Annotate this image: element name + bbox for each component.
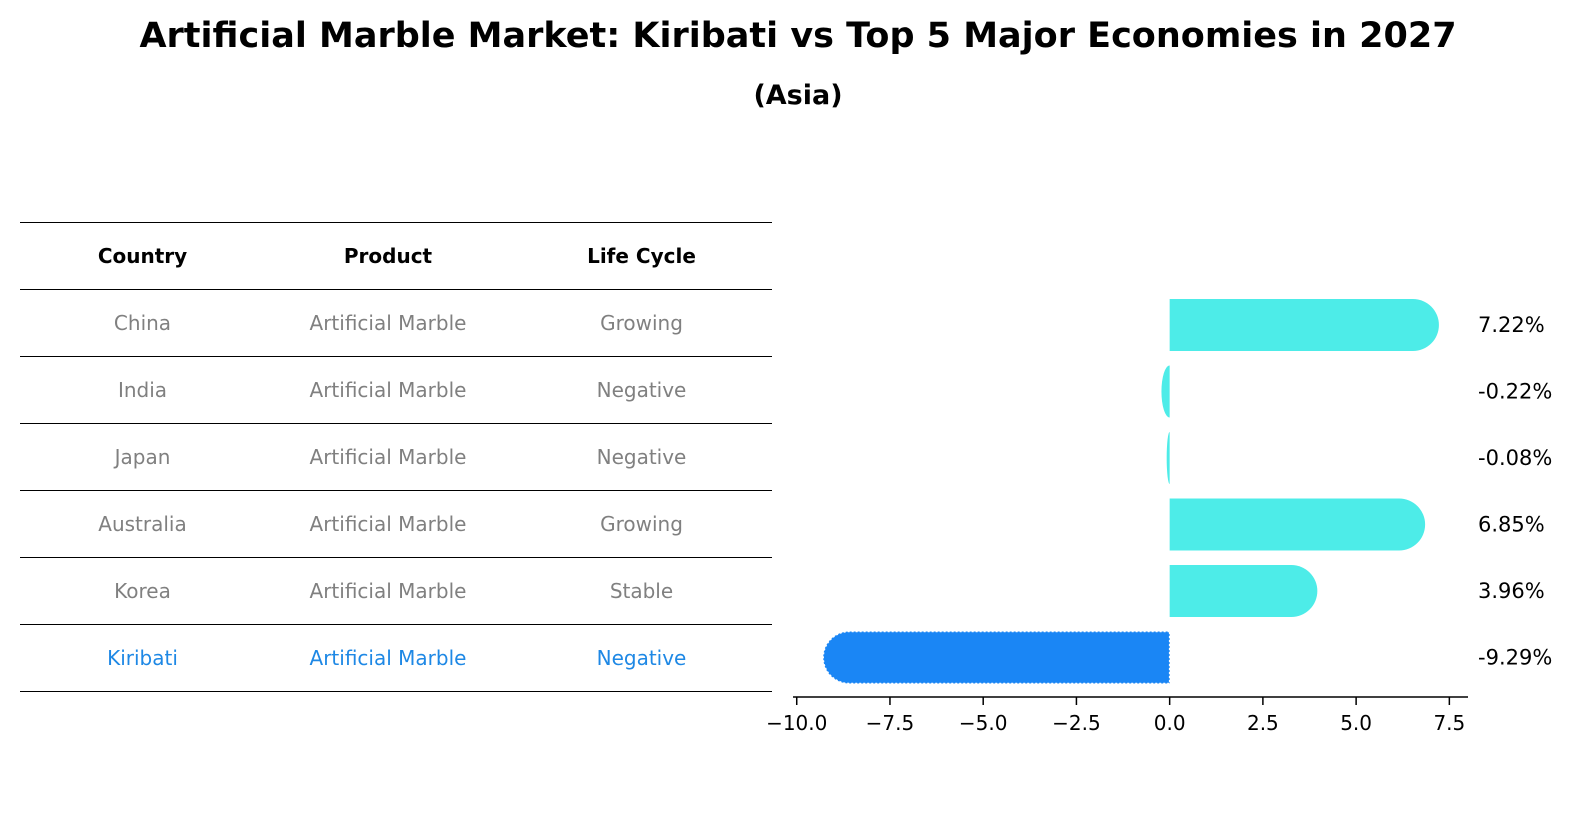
cell-country: Korea	[20, 557, 265, 625]
value-label: -0.08%	[1478, 446, 1552, 470]
x-tick-label: −7.5	[866, 711, 915, 735]
cell-country: India	[20, 356, 265, 424]
table-row-highlighted: Kiribati Artificial Marble Negative	[20, 624, 772, 692]
cell-country: Japan	[20, 423, 265, 491]
x-tick-label: −5.0	[959, 711, 1008, 735]
cell-life-cycle: Negative	[511, 423, 772, 491]
bar-japan	[1166, 432, 1170, 484]
value-label: 7.22%	[1478, 313, 1545, 337]
header-country: Country	[20, 222, 265, 290]
cell-product: Artificial Marble	[265, 423, 511, 491]
cell-country: Australia	[20, 490, 265, 558]
cell-life-cycle: Stable	[511, 557, 772, 625]
bar-korea	[1169, 565, 1318, 617]
data-table: Country Product Life Cycle China Artific…	[20, 222, 772, 692]
cell-country: China	[20, 289, 265, 357]
x-tick-label: 0.0	[1154, 711, 1186, 735]
cell-country: Kiribati	[20, 624, 265, 692]
chart-title: Artificial Marble Market: Kiribati vs To…	[139, 16, 1457, 56]
bar-australia	[1169, 498, 1426, 551]
bar-china	[1169, 299, 1439, 351]
cell-life-cycle: Negative	[511, 624, 772, 692]
cell-product: Artificial Marble	[265, 557, 511, 625]
chart-subtitle: (Asia)	[753, 80, 843, 111]
table-row: Australia Artificial Marble Growing	[20, 490, 772, 558]
bar-kiribati	[822, 630, 1171, 685]
table-header-row: Country Product Life Cycle	[20, 222, 772, 290]
cell-life-cycle: Negative	[511, 356, 772, 424]
cell-life-cycle: Growing	[511, 490, 772, 558]
x-tick-label: 7.5	[1433, 711, 1465, 735]
header-life-cycle: Life Cycle	[511, 222, 772, 290]
cell-product: Artificial Marble	[265, 624, 511, 692]
table-row: India Artificial Marble Negative	[20, 356, 772, 424]
cell-life-cycle: Growing	[511, 289, 772, 357]
header-product: Product	[265, 222, 511, 290]
x-tick-label: −10.0	[766, 711, 827, 735]
cell-product: Artificial Marble	[265, 289, 511, 357]
x-tick-label: 2.5	[1247, 711, 1279, 735]
x-tick-label: −2.5	[1052, 711, 1101, 735]
value-label: -9.29%	[1478, 646, 1552, 670]
value-label: 3.96%	[1478, 579, 1545, 603]
x-tick-label: 5.0	[1340, 711, 1372, 735]
value-label: 6.85%	[1478, 513, 1545, 537]
cell-product: Artificial Marble	[265, 490, 511, 558]
table-row: Japan Artificial Marble Negative	[20, 423, 772, 491]
table-row: Korea Artificial Marble Stable	[20, 557, 772, 625]
value-label: -0.22%	[1478, 380, 1552, 404]
bar-india	[1161, 365, 1170, 418]
cell-product: Artificial Marble	[265, 356, 511, 424]
table-row: China Artificial Marble Growing	[20, 289, 772, 357]
